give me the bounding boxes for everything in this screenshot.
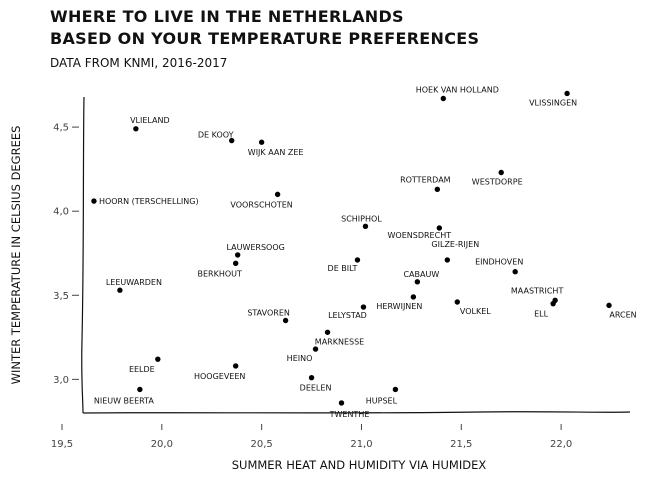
point-label: SCHIPHOL bbox=[341, 214, 382, 223]
y-axis-title: WINTER TEMPERATURE IN CELSIUS DEGREES bbox=[9, 126, 23, 385]
data-point bbox=[137, 386, 143, 393]
point-label: WESTDORPE bbox=[472, 178, 523, 187]
data-point bbox=[498, 169, 504, 176]
y-tick-label: 3,5 bbox=[53, 291, 69, 302]
point-label: HUPSEL bbox=[366, 396, 398, 405]
data-point bbox=[436, 225, 443, 231]
point-label: MAASTRICHT bbox=[511, 286, 564, 295]
data-point bbox=[232, 260, 239, 267]
point-label: HOOGEVEEN bbox=[194, 372, 245, 381]
point-label: DE BILT bbox=[328, 264, 358, 273]
point-label: BERKHOUT bbox=[197, 269, 242, 278]
data-point bbox=[564, 90, 570, 97]
chart-subtitle: DATA FROM KNMI, 2016-2017 bbox=[50, 56, 227, 70]
x-tick-label: 20,0 bbox=[151, 439, 173, 450]
data-point bbox=[410, 294, 417, 300]
x-axis-title: SUMMER HEAT AND HUMIDITY VIA HUMIDEX bbox=[232, 458, 487, 472]
data-point bbox=[133, 126, 139, 132]
point-label: VLISSINGEN bbox=[529, 98, 577, 107]
data-point bbox=[228, 137, 235, 144]
data-point bbox=[282, 317, 289, 324]
data-point bbox=[91, 198, 97, 204]
chart-title-line-2: BASED ON YOUR TEMPERATURE PREFERENCES bbox=[50, 29, 479, 48]
point-label: LELYSTAD bbox=[328, 311, 367, 320]
point-label: GILZE-RIJEN bbox=[431, 240, 479, 249]
point-label: HOORN (TERSCHELLING) bbox=[99, 197, 199, 206]
data-point bbox=[354, 257, 361, 263]
data-point bbox=[362, 223, 369, 230]
point-label: WOENSDRECHT bbox=[388, 231, 452, 240]
point-label: TWENTHE bbox=[329, 410, 370, 419]
point-label: MARKNESSE bbox=[315, 337, 364, 346]
point-label: DEELEN bbox=[300, 384, 332, 393]
point-label: NIEUW BEERTA bbox=[94, 396, 155, 405]
y-axis-line bbox=[81, 96, 85, 414]
data-point bbox=[232, 363, 239, 369]
point-label: VOLKEL bbox=[460, 307, 491, 316]
point-label: LEEUWARDEN bbox=[106, 278, 162, 287]
data-point bbox=[258, 139, 265, 145]
data-point bbox=[414, 279, 421, 285]
point-label: ROTTERDAM bbox=[400, 175, 451, 184]
point-label: HERWIJNEN bbox=[376, 302, 422, 311]
point-label: EELDE bbox=[129, 365, 155, 374]
point-label: HEINO bbox=[287, 354, 313, 363]
data-point bbox=[434, 186, 441, 193]
point-label: EINDHOVEN bbox=[475, 258, 523, 267]
data-point bbox=[338, 400, 345, 406]
point-label: CABAUW bbox=[403, 270, 439, 279]
data-labels: HOEK VAN HOLLAND VLISSINGEN VLIELAND DE KOO… bbox=[94, 86, 637, 419]
point-label: DE KOOY bbox=[198, 131, 234, 140]
x-tick-label: 20,5 bbox=[251, 439, 273, 450]
data-point bbox=[360, 304, 367, 310]
y-tick-label: 4,5 bbox=[53, 123, 69, 134]
point-label: WIJK AAN ZEE bbox=[248, 148, 304, 157]
data-points bbox=[91, 90, 612, 406]
x-tick-label: 21,5 bbox=[450, 439, 472, 450]
x-tick-label: 19,5 bbox=[51, 439, 73, 450]
point-label: STAVOREN bbox=[247, 309, 290, 318]
data-point bbox=[606, 302, 612, 309]
data-point bbox=[512, 269, 518, 275]
x-axis-line bbox=[82, 411, 631, 414]
data-point bbox=[308, 374, 315, 381]
data-point bbox=[440, 95, 447, 102]
data-point bbox=[117, 287, 123, 293]
data-point bbox=[324, 329, 331, 335]
y-tick-label: 3,0 bbox=[53, 375, 69, 386]
x-tick-label: 22,0 bbox=[550, 439, 572, 450]
point-label: LAUWERSOOG bbox=[226, 243, 284, 252]
y-tick-label: 4,0 bbox=[53, 207, 69, 218]
x-tick-label: 21,0 bbox=[350, 439, 372, 450]
data-point bbox=[392, 386, 399, 393]
data-point bbox=[454, 299, 460, 305]
point-label: VLIELAND bbox=[130, 116, 170, 125]
data-point bbox=[550, 300, 556, 307]
point-label: ELL bbox=[534, 310, 549, 319]
data-point bbox=[444, 257, 451, 263]
point-label: HOEK VAN HOLLAND bbox=[416, 86, 499, 95]
y-ticks: 3,0 3,5 4,0 4,5 bbox=[53, 123, 79, 386]
x-ticks: 19,5 20,0 20,5 21,0 21,5 22,0 bbox=[51, 424, 572, 450]
point-label: ARCEN bbox=[609, 310, 636, 319]
data-point bbox=[155, 356, 161, 362]
data-point bbox=[234, 252, 241, 258]
data-point bbox=[312, 346, 319, 352]
chart-title-line-1: WHERE TO LIVE IN THE NETHERLANDS bbox=[50, 7, 404, 26]
data-point bbox=[274, 191, 281, 198]
point-label: VOORSCHOTEN bbox=[230, 200, 292, 209]
